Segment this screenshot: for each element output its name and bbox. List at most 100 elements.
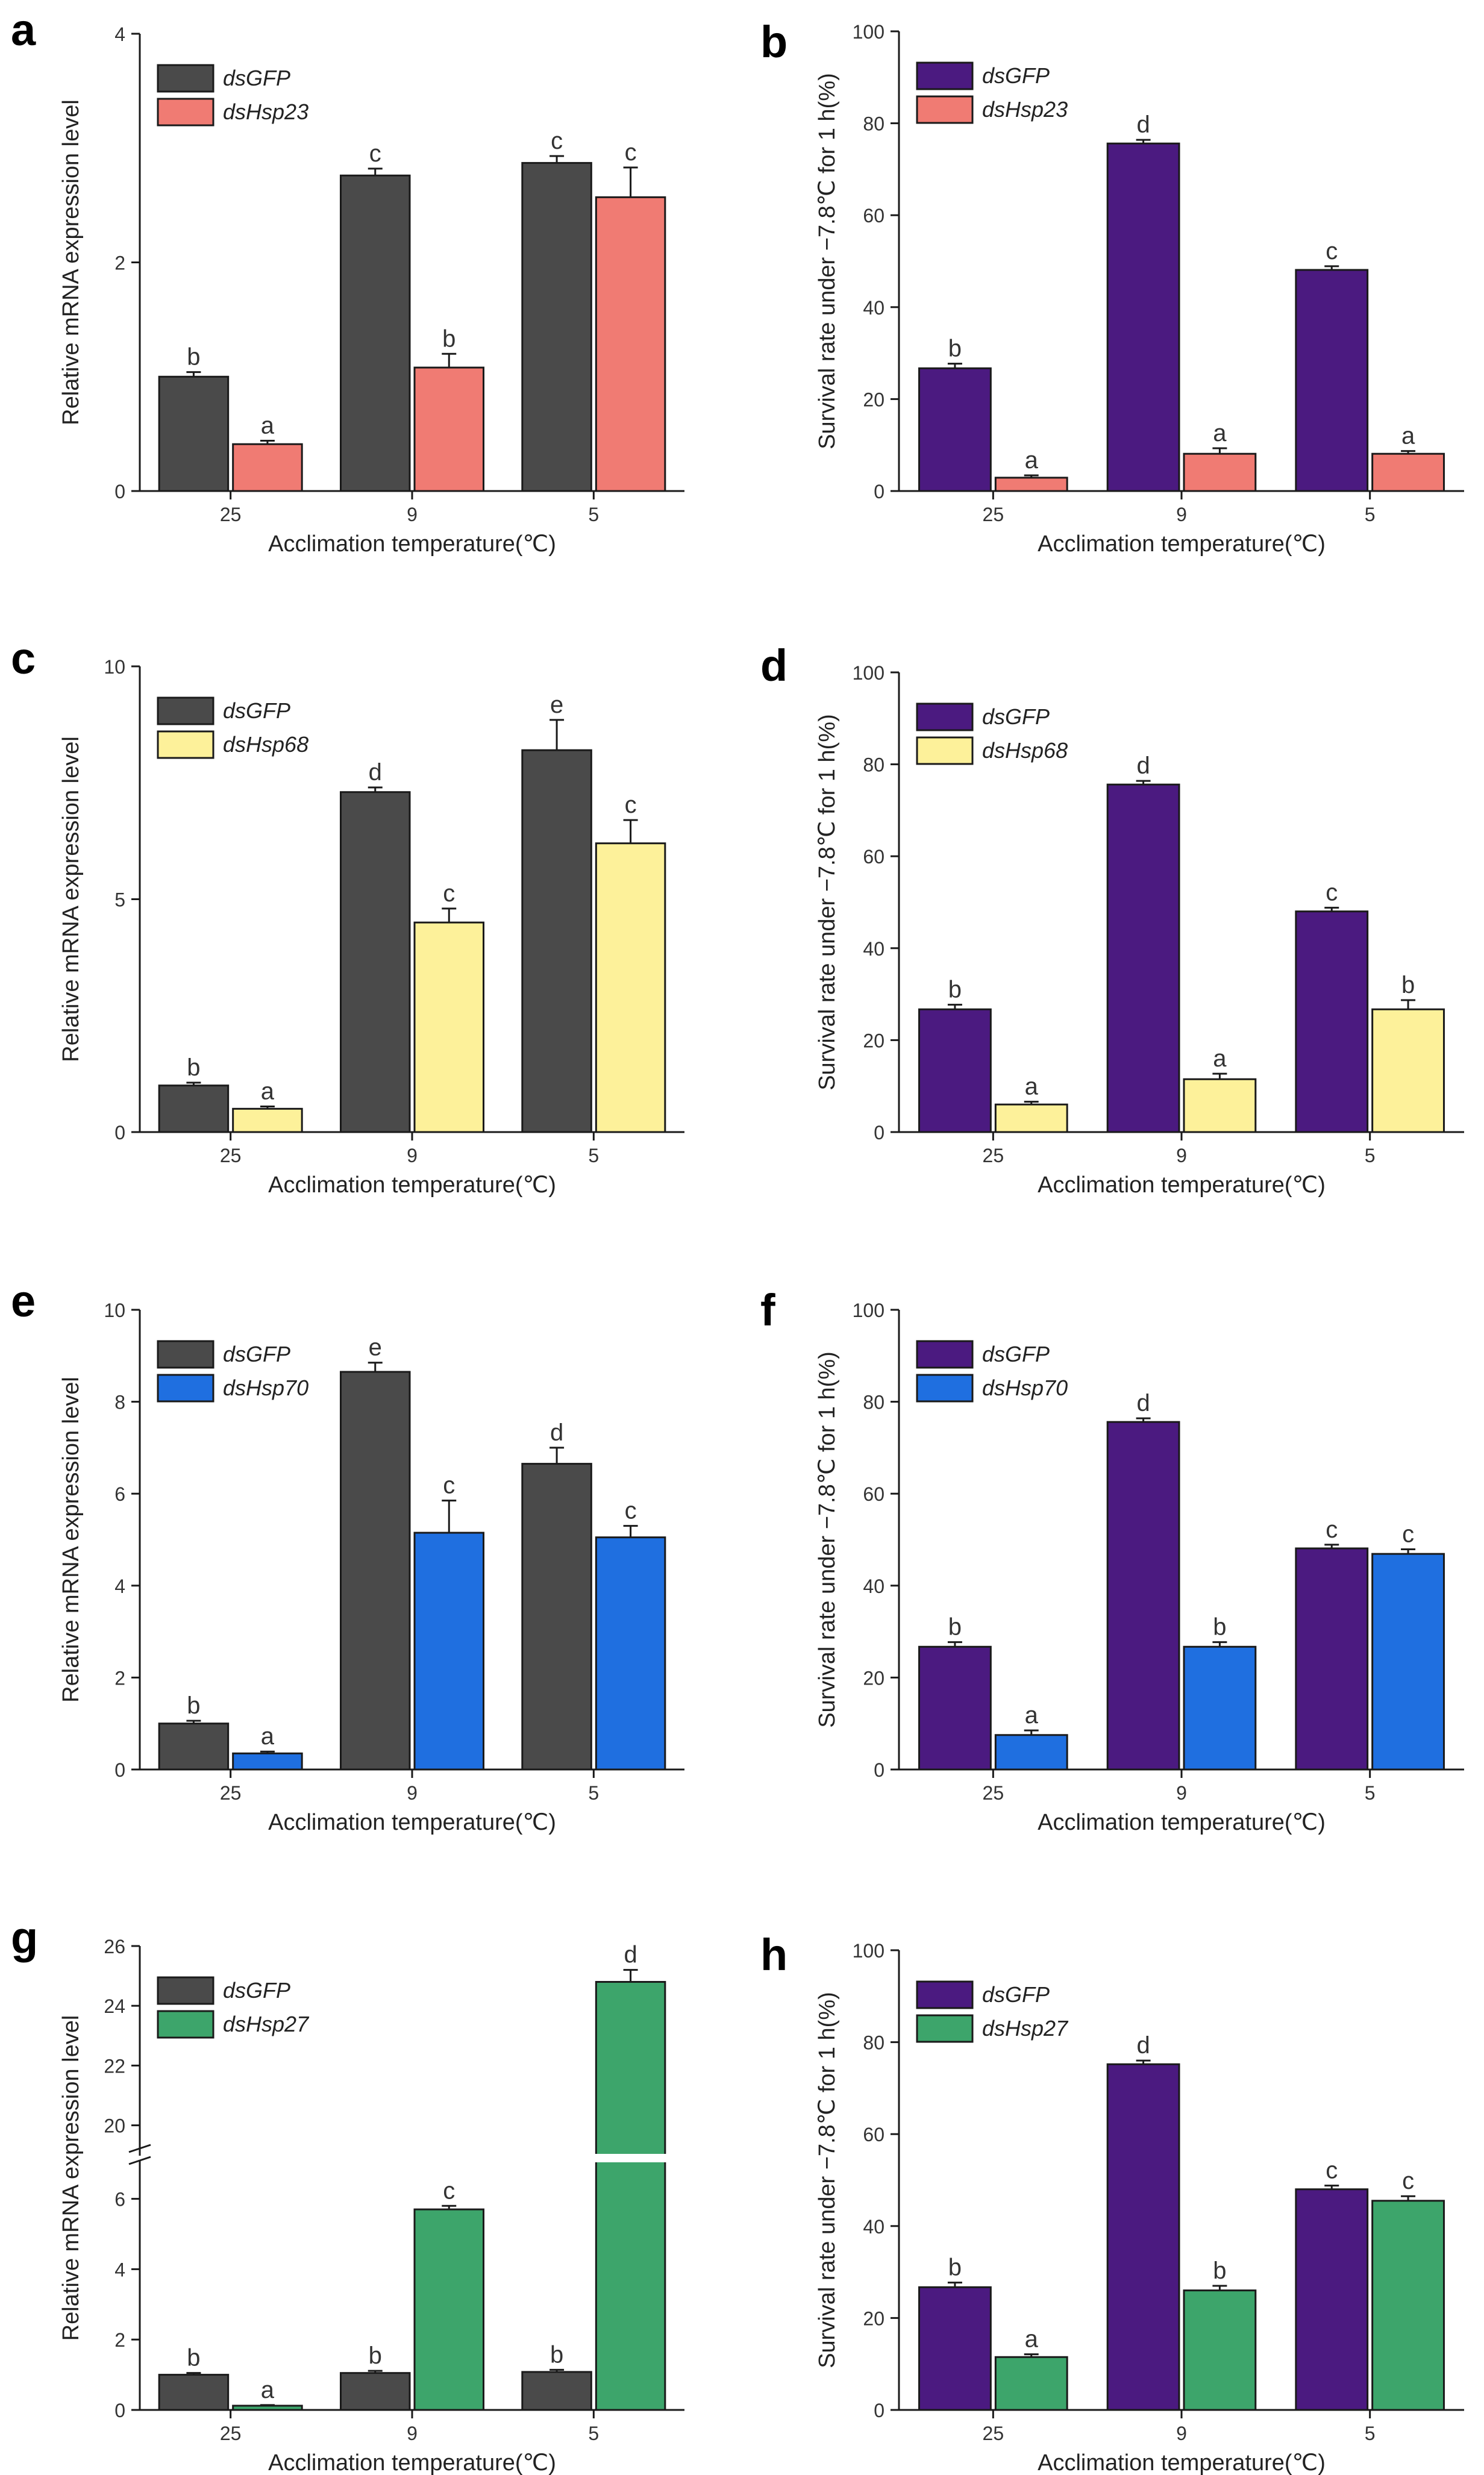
bar [918, 1645, 992, 1771]
y-tick-label: 4 [114, 1575, 125, 1597]
legend-label: dsHsp70 [982, 1375, 1068, 1400]
legend-swatch [916, 736, 974, 765]
significance-letter: c [1326, 238, 1338, 264]
x-axis-title: Acclimation temperature(℃) [1038, 2450, 1326, 2475]
bar [1295, 269, 1369, 492]
significance-letter: d [550, 1419, 563, 1446]
significance-letter: c [551, 128, 563, 154]
y-tick-label: 22 [104, 2055, 125, 2077]
bar [339, 791, 411, 1133]
significance-letter: b [948, 977, 962, 1003]
bar [1183, 1645, 1257, 1771]
x-tick-label: 25 [220, 1782, 242, 1804]
x-tick-label: 5 [1365, 504, 1376, 525]
legend-label: dsHsp27 [223, 2012, 310, 2036]
y-tick-label: 10 [104, 1300, 125, 1321]
significance-letter: c [1402, 2168, 1414, 2194]
y-tick-label: 4 [114, 2259, 125, 2280]
y-tick-label: 20 [104, 2115, 125, 2137]
y-tick-label: 2 [114, 2329, 125, 2351]
bar [918, 367, 992, 492]
legend-swatch [157, 1340, 214, 1369]
legend-swatch [916, 1340, 974, 1369]
bar [595, 1981, 666, 2411]
legend-label: dsGFP [223, 698, 290, 723]
y-tick-label: 5 [114, 889, 125, 911]
y-tick-label: 20 [863, 1667, 884, 1689]
legend-swatch [916, 61, 974, 90]
x-tick-label: 9 [1176, 1782, 1187, 1804]
bar [232, 1107, 303, 1133]
bar [1295, 2188, 1369, 2411]
significance-letter: a [261, 2377, 275, 2403]
y-tick-label: 60 [863, 2124, 884, 2145]
significance-letter: b [1213, 2258, 1226, 2284]
x-tick-label: 9 [1176, 2423, 1187, 2444]
significance-letter: c [625, 1498, 637, 1524]
y-tick-label: 26 [104, 1936, 125, 1957]
x-tick-label: 5 [588, 1145, 599, 1166]
significance-letter: b [1213, 1614, 1226, 1641]
x-tick-label: 25 [983, 1145, 1004, 1166]
significance-letter: c [625, 792, 637, 818]
significance-letter: b [187, 1692, 200, 1719]
legend-swatch [916, 702, 974, 731]
y-axis-title: Relative mRNA expression level [58, 99, 84, 425]
bar [413, 921, 485, 1133]
y-tick-label: 80 [863, 754, 884, 776]
bar [1371, 1008, 1445, 1133]
panel-letter-c: c [11, 633, 36, 683]
x-tick-label: 5 [1365, 2423, 1376, 2444]
bar [158, 1722, 230, 1771]
y-tick-label: 0 [874, 1122, 884, 1144]
significance-letter: b [369, 2342, 382, 2369]
bar [595, 1536, 666, 1771]
bar [994, 1103, 1068, 1133]
significance-letter: c [369, 140, 381, 167]
bar [1106, 142, 1180, 492]
legend-label: dsGFP [223, 66, 290, 90]
significance-letter: c [1326, 880, 1338, 906]
x-tick-label: 9 [407, 504, 418, 525]
chart-panel-d: d b d c a a b 0 20 40 60 80 100 25 9 5 Acclimation tempe… [760, 640, 1464, 1198]
bar [1371, 2200, 1445, 2411]
bar [1295, 1547, 1369, 1771]
bar [918, 1008, 992, 1133]
x-axis-title: Acclimation temperature(℃) [1038, 1810, 1326, 1835]
y-tick-label: 0 [114, 481, 125, 502]
bar [994, 1734, 1068, 1771]
x-tick-label: 25 [983, 504, 1004, 525]
bar [1183, 452, 1257, 492]
y-axis-title: Survival rate under −7.8℃ for 1 h(%) [815, 1351, 840, 1728]
significance-letter: b [442, 325, 456, 352]
bar [413, 366, 485, 492]
y-tick-label: 20 [863, 1030, 884, 1051]
panel-letter-b: b [760, 17, 787, 67]
bar [232, 1752, 303, 1771]
y-axis-title: Relative mRNA expression level [58, 1377, 84, 1703]
panel-letter-f: f [760, 1285, 775, 1335]
chart-panel-b: b b d c a a a 0 20 40 60 80 100 25 9 5 Acclimation tempe… [760, 17, 1464, 557]
y-tick-label: 0 [114, 1759, 125, 1781]
significance-letter: a [261, 413, 275, 439]
bar [1183, 2289, 1257, 2411]
significance-letter: d [1136, 1390, 1150, 1416]
legend-label: dsGFP [982, 1982, 1050, 2007]
panel-letter-a: a [11, 5, 36, 55]
bar [158, 1084, 230, 1133]
y-tick-label: 40 [863, 2216, 884, 2238]
x-axis-title: Acclimation temperature(℃) [268, 2450, 556, 2475]
significance-letter: c [1326, 2157, 1338, 2184]
significance-letter: c [1402, 1521, 1414, 1548]
significance-letter: c [443, 2177, 455, 2204]
y-tick-label: 0 [874, 481, 884, 502]
chart-panel-f: f b d c a b c 0 20 40 60 80 100 25 9 5 Acclimation tempe… [760, 1285, 1464, 1835]
x-axis-title: Acclimation temperature(℃) [268, 531, 556, 557]
x-tick-label: 9 [407, 1145, 418, 1166]
legend-swatch [916, 1980, 974, 2009]
legend-label: dsHsp27 [982, 2016, 1069, 2041]
y-axis-title: Survival rate under −7.8℃ for 1 h(%) [815, 73, 840, 449]
x-axis-title: Acclimation temperature(℃) [1038, 1172, 1326, 1198]
significance-letter: b [1401, 972, 1415, 998]
